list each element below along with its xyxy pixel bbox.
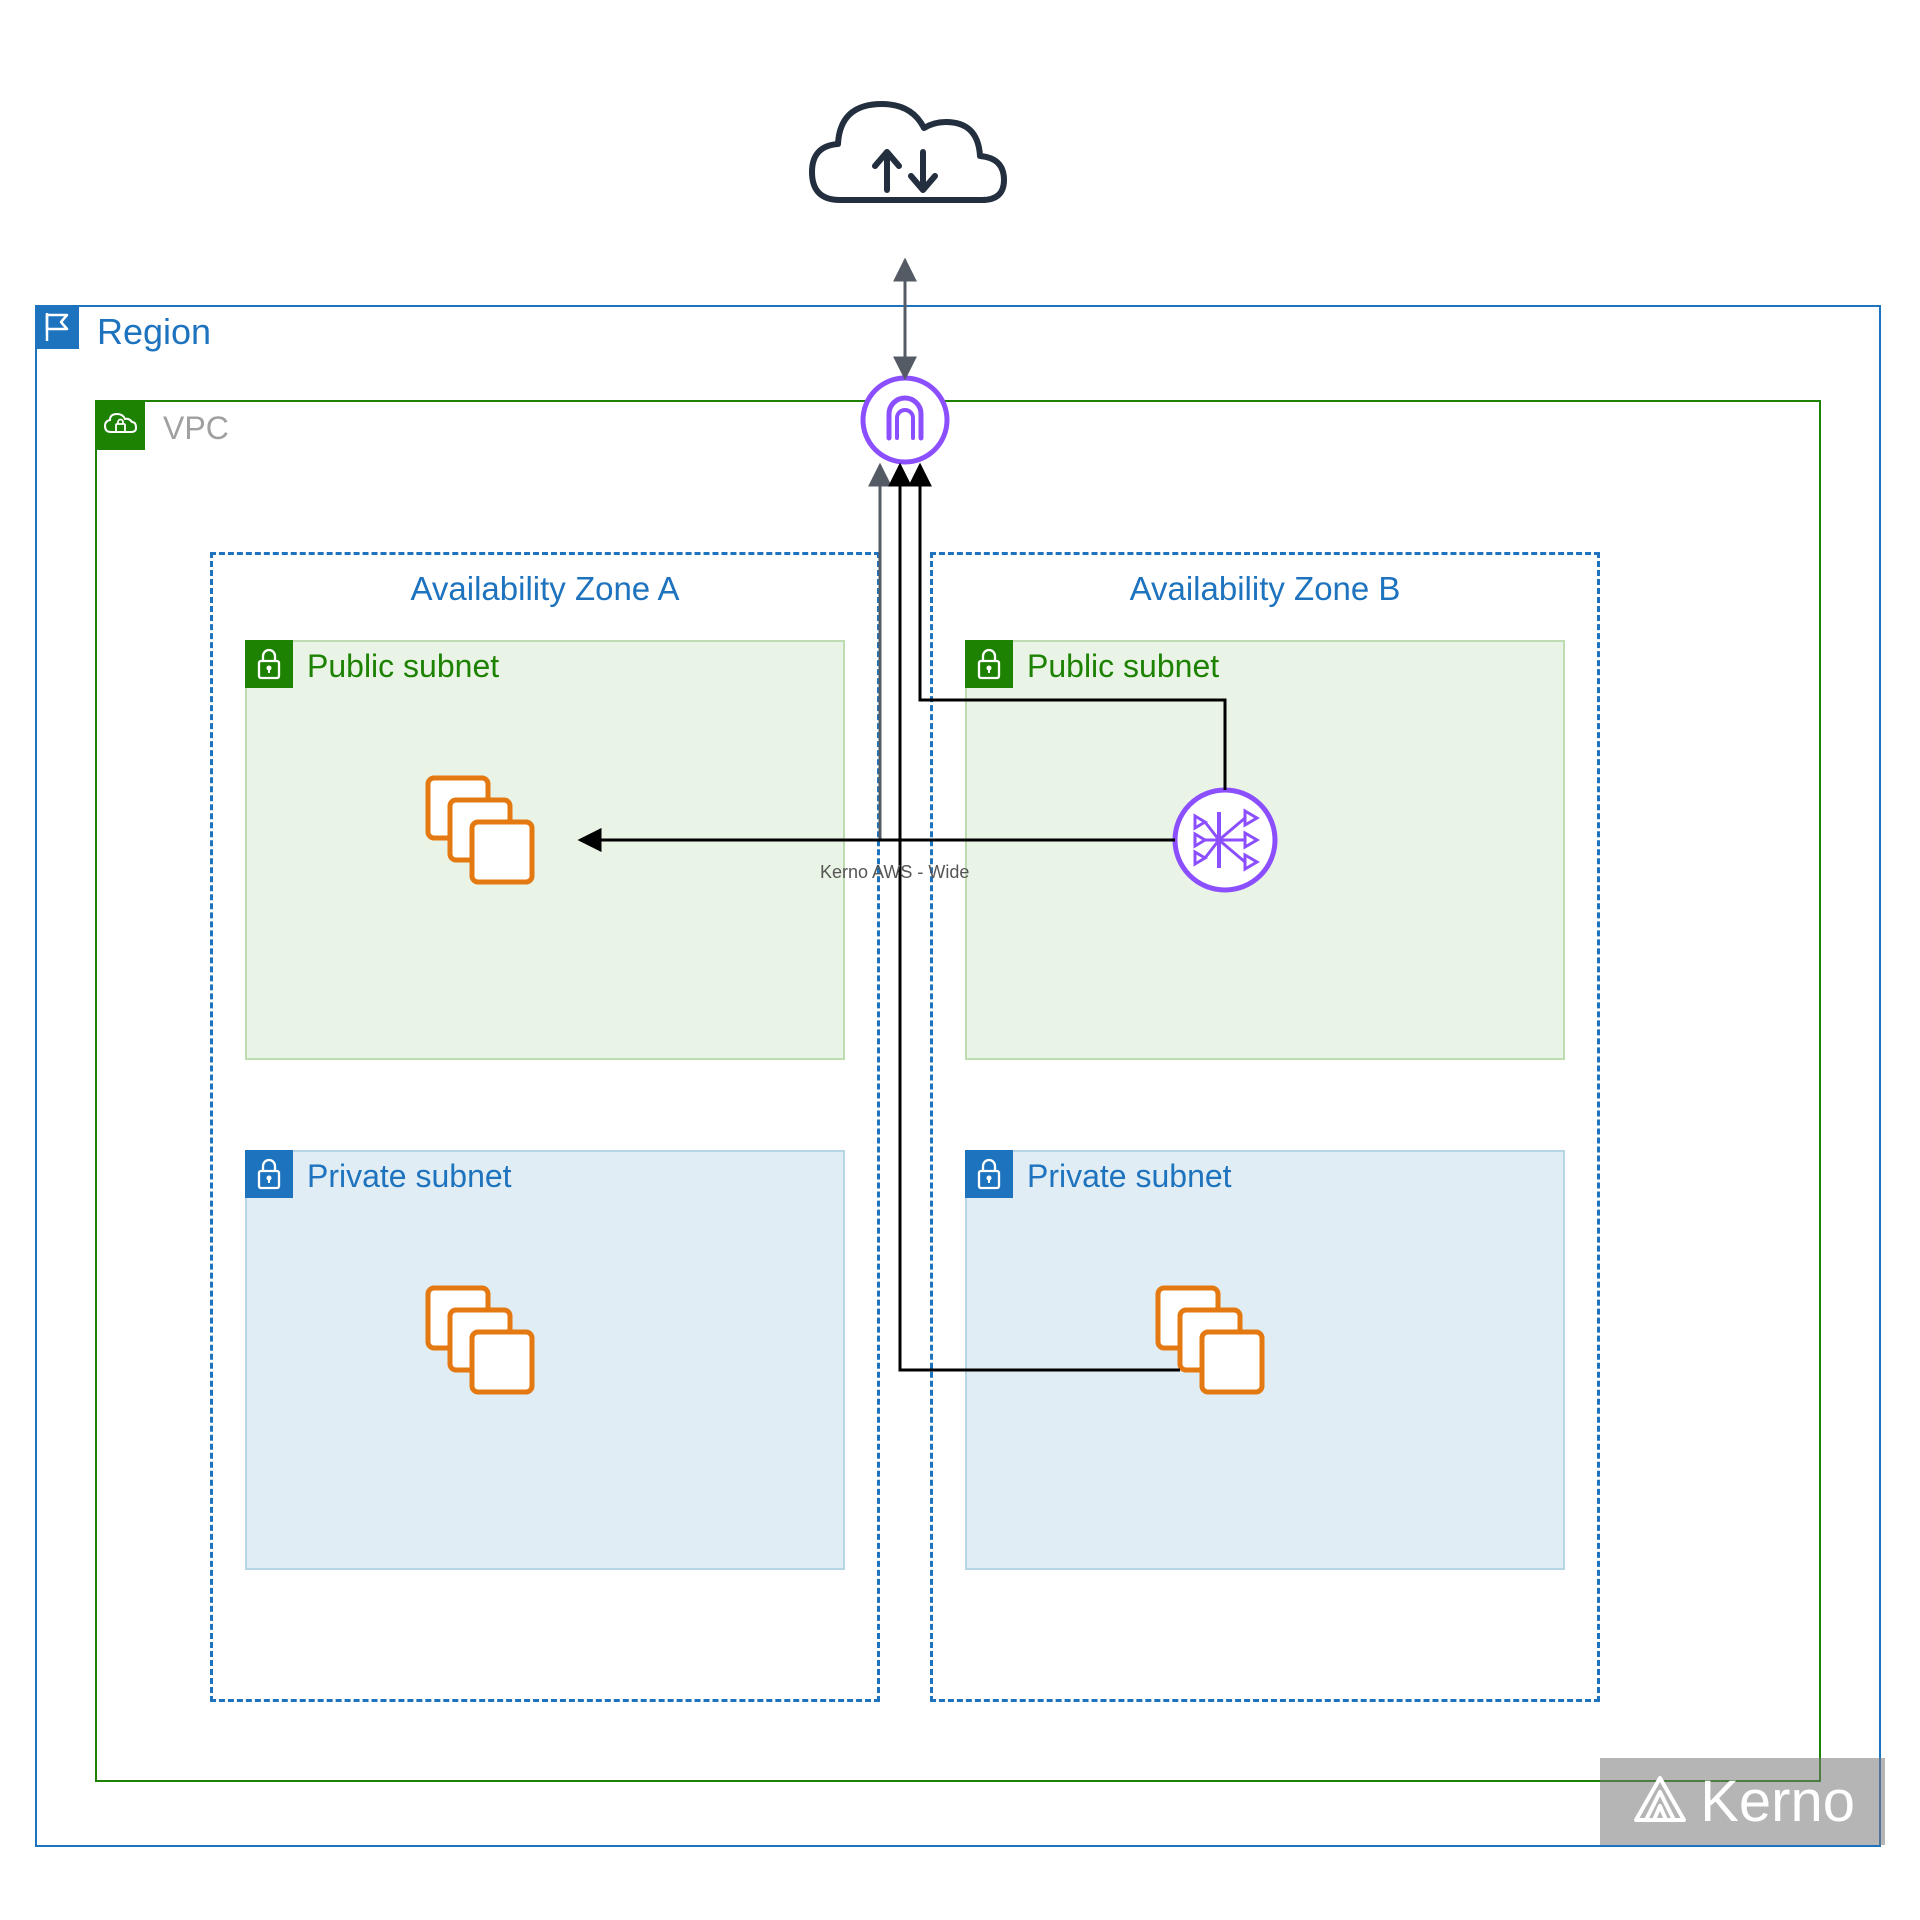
subnet-a-public-label: Public subnet (307, 648, 499, 685)
vpc-label: VPC (163, 410, 229, 447)
watermark-small: Kerno AWS - Wide (820, 862, 969, 883)
kerno-watermark: Kerno (1600, 1758, 1885, 1845)
region-flag-icon (35, 305, 79, 349)
subnet-b-public (965, 640, 1565, 1060)
subnet-b-public-label: Public subnet (1027, 648, 1219, 685)
subnet-a-public (245, 640, 845, 1060)
lock-icon (965, 640, 1013, 688)
region-label: Region (97, 311, 211, 353)
subnet-b-private-label: Private subnet (1027, 1158, 1232, 1195)
diagram-canvas: Region VPC Availability Zone A Availabil… (0, 0, 1920, 1920)
lock-icon (245, 1150, 293, 1198)
az-a-label: Availability Zone A (410, 570, 679, 608)
az-b-label: Availability Zone B (1130, 570, 1401, 608)
subnet-a-private-label: Private subnet (307, 1158, 512, 1195)
lock-icon (245, 640, 293, 688)
kerno-watermark-text: Kerno (1700, 1768, 1855, 1835)
subnet-b-private (965, 1150, 1565, 1570)
internet-cloud-icon (812, 104, 1004, 200)
kerno-logo-icon (1630, 1772, 1690, 1832)
subnet-a-private (245, 1150, 845, 1570)
vpc-cloud-icon (95, 400, 145, 450)
lock-icon (965, 1150, 1013, 1198)
